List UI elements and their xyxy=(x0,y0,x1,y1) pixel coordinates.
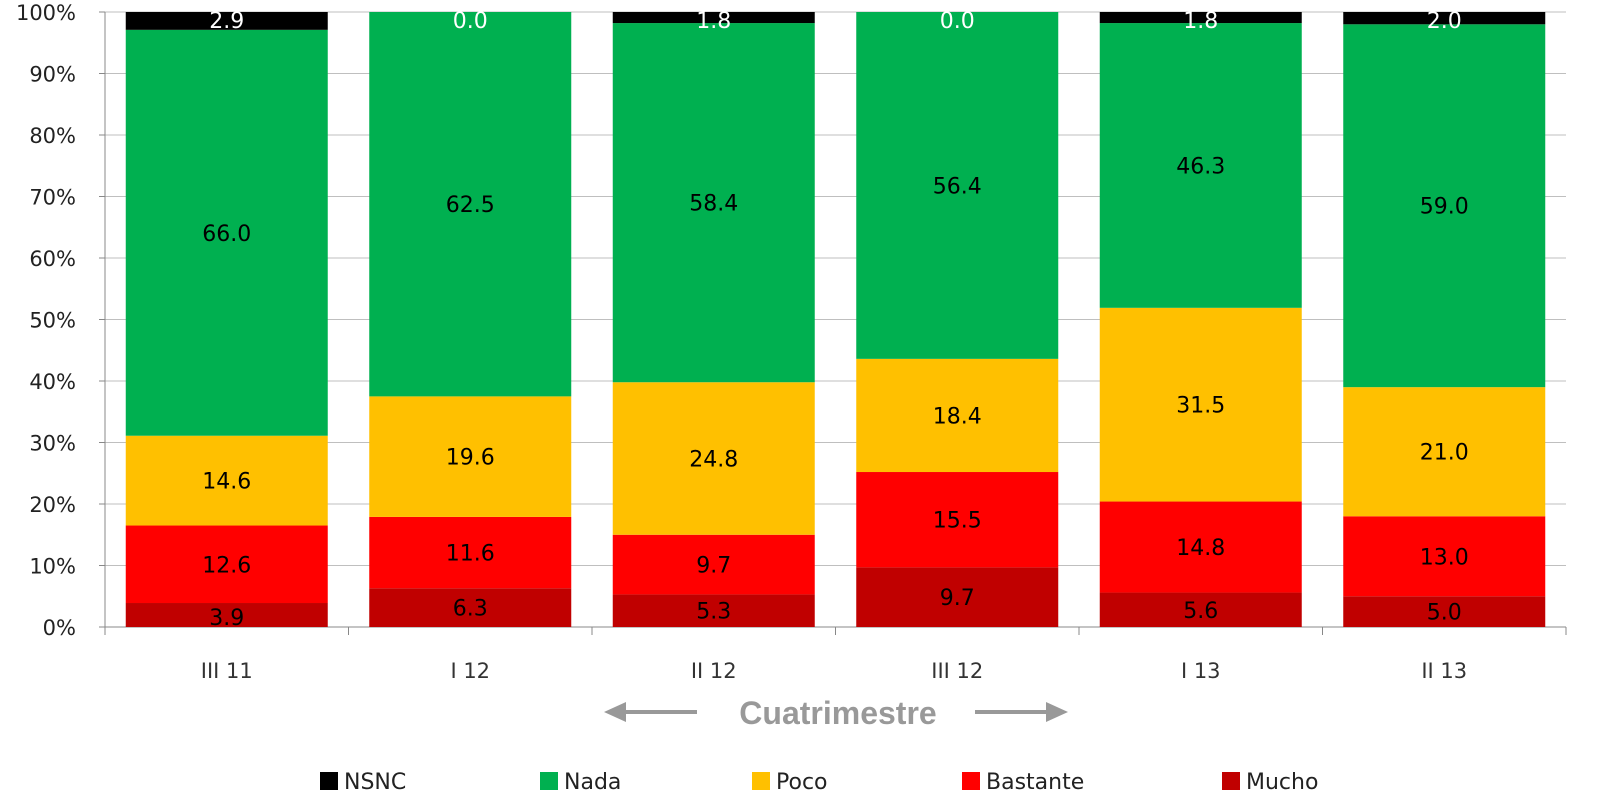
y-tick-label: 50% xyxy=(29,309,76,333)
legend-swatch-poco xyxy=(752,772,770,790)
data-label-poco: 21.0 xyxy=(1420,441,1469,466)
data-label-nada: 46.3 xyxy=(1176,154,1225,179)
x-axis-title-group: Cuatrimestre xyxy=(604,695,1068,731)
y-tick-label: 20% xyxy=(29,493,76,517)
data-label-bastante: 14.8 xyxy=(1176,536,1225,561)
legend-swatch-bastante xyxy=(962,772,980,790)
legend-label-poco: Poco xyxy=(776,770,828,795)
y-axis-ticks: 0% 10% 20% 30% 40% 50% 60% 70% 80% 90% 100% xyxy=(16,1,105,640)
right-arrow-head-icon xyxy=(1046,702,1068,722)
y-tick-label: 80% xyxy=(29,124,76,148)
legend-swatch-mucho xyxy=(1222,772,1240,790)
data-label-nada: 56.4 xyxy=(933,174,982,199)
data-label-mucho: 6.3 xyxy=(453,597,488,622)
data-label-poco: 14.6 xyxy=(202,470,251,495)
data-label-nsnc: 2.9 xyxy=(209,9,244,34)
legend-label-nsnc: NSNC xyxy=(344,770,406,795)
data-label-nsnc: 0.0 xyxy=(940,9,975,34)
data-label-mucho: 5.6 xyxy=(1183,599,1218,624)
y-tick-label: 40% xyxy=(29,370,76,394)
data-label-nada: 62.5 xyxy=(446,193,495,218)
x-category-label: III 11 xyxy=(201,659,253,683)
data-label-poco: 18.4 xyxy=(933,404,982,429)
x-category-label: I 12 xyxy=(450,659,490,683)
data-label-nada: 58.4 xyxy=(689,192,738,217)
data-label-bastante: 13.0 xyxy=(1420,545,1469,570)
data-label-nsnc: 0.0 xyxy=(453,9,488,34)
legend-label-mucho: Mucho xyxy=(1246,770,1318,795)
y-tick-label: 70% xyxy=(29,186,76,210)
data-label-bastante: 12.6 xyxy=(202,553,251,578)
x-category-label: I 13 xyxy=(1181,659,1221,683)
data-label-mucho: 5.0 xyxy=(1427,601,1462,626)
x-axis-title: Cuatrimestre xyxy=(739,695,936,731)
legend: NSNC Nada Poco Bastante Mucho xyxy=(320,770,1318,795)
y-tick-label: 0% xyxy=(43,616,76,640)
data-label-poco: 24.8 xyxy=(689,447,738,472)
y-tick-label: 90% xyxy=(29,63,76,87)
y-tick-label: 10% xyxy=(29,555,76,579)
legend-label-nada: Nada xyxy=(564,770,621,795)
data-label-mucho: 9.7 xyxy=(940,586,975,611)
data-label-mucho: 3.9 xyxy=(209,606,244,631)
data-label-bastante: 11.6 xyxy=(446,542,495,567)
x-category-label: II 13 xyxy=(1421,659,1467,683)
legend-label-bastante: Bastante xyxy=(986,770,1084,795)
data-label-bastante: 15.5 xyxy=(933,509,982,534)
data-label-poco: 31.5 xyxy=(1176,394,1225,419)
data-label-bastante: 9.7 xyxy=(696,554,731,579)
data-label-nada: 59.0 xyxy=(1420,195,1469,220)
data-label-nsnc: 1.8 xyxy=(1183,9,1218,34)
left-arrow-head-icon xyxy=(604,702,626,722)
data-label-nada: 66.0 xyxy=(202,222,251,247)
x-category-label: II 12 xyxy=(691,659,737,683)
y-tick-label: 100% xyxy=(16,1,76,25)
y-tick-label: 30% xyxy=(29,432,76,456)
x-category-label: III 12 xyxy=(931,659,983,683)
data-label-poco: 19.6 xyxy=(446,446,495,471)
data-label-nsnc: 1.8 xyxy=(696,9,731,34)
y-tick-label: 60% xyxy=(29,247,76,271)
legend-swatch-nsnc xyxy=(320,772,338,790)
x-axis: III 11 I 12 II 12 III 12 I 13 II 13 xyxy=(105,627,1566,683)
legend-swatch-nada xyxy=(540,772,558,790)
data-label-nsnc: 2.0 xyxy=(1427,9,1462,34)
data-label-mucho: 5.3 xyxy=(696,600,731,625)
